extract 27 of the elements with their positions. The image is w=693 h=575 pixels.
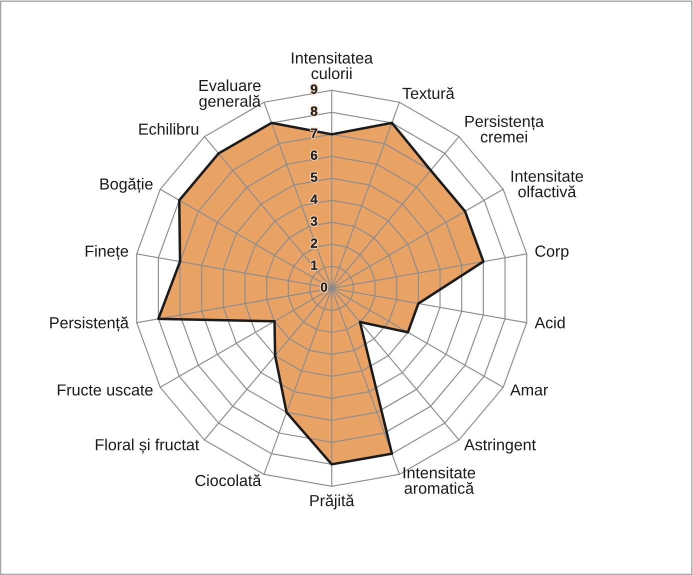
y-tick-label: 0 — [320, 282, 328, 292]
spoke-label: Astringent — [464, 438, 536, 454]
spoke-label: Acid — [534, 316, 565, 328]
y-tick-label: 3 — [310, 216, 318, 226]
y-tick-label: 4 — [310, 194, 318, 204]
spoke-label: Intensitate aromatică — [404, 466, 476, 494]
y-tick-label: 6 — [310, 150, 318, 160]
spoke-label: Finețe — [86, 245, 128, 260]
spoke-label: Echilibru — [139, 123, 198, 135]
spoke-label: Persistență — [50, 316, 129, 332]
y-tick-label: 9 — [310, 84, 318, 94]
spoke-label: Amar — [510, 384, 548, 396]
y-tick-label: 8 — [310, 106, 318, 116]
spoke-label: Persistența cremei — [465, 115, 544, 143]
spoke-label: Intensitate olfactivă — [512, 170, 584, 198]
y-tick-label: 2 — [310, 238, 318, 248]
spoke-label: Floral și fructat — [96, 438, 200, 454]
y-tick-label: 1 — [311, 260, 318, 270]
spoke-label: Evaluare generală — [199, 79, 261, 110]
spoke-label: Intensitatea culorii — [292, 52, 373, 80]
y-tick-label: 5 — [310, 172, 318, 182]
spoke-label: Ciocolată — [195, 474, 262, 486]
spoke-label: Prăjită — [310, 494, 354, 510]
spoke-label: Textură — [402, 87, 455, 100]
spoke-label: Bogăție — [100, 178, 153, 193]
spoke-label: Fructe uscate — [58, 384, 153, 396]
spoke-label: Corp — [535, 246, 569, 260]
